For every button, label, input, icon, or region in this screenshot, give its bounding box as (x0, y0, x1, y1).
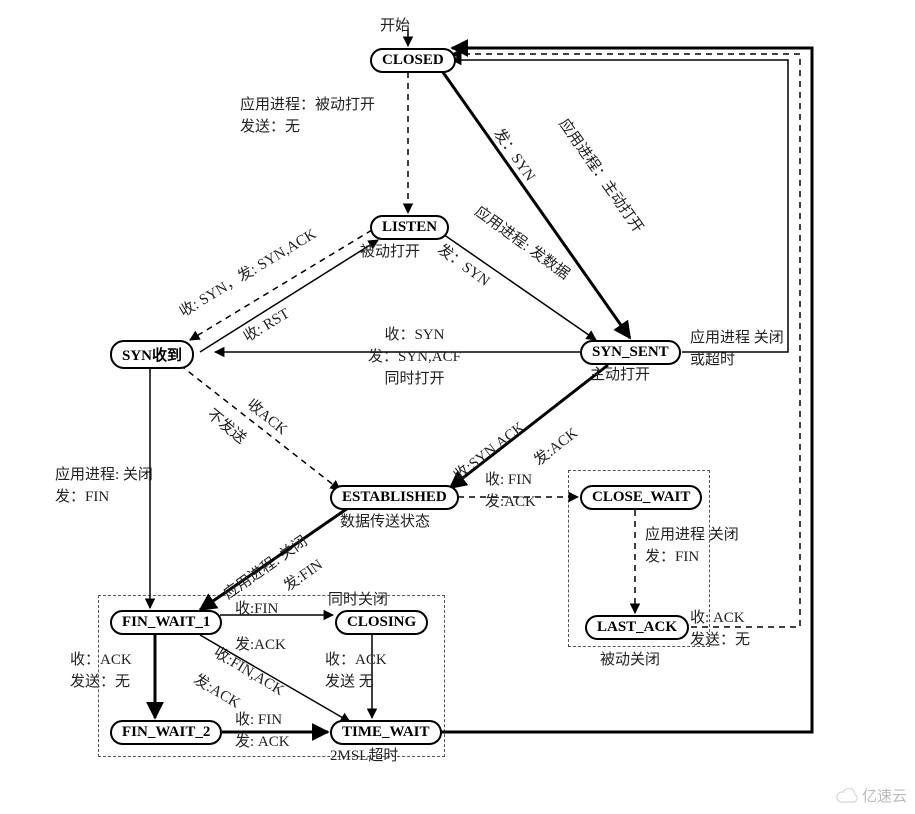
node-caption: 主动打开 (590, 365, 650, 387)
node-fin-wait-2: FIN_WAIT_2 (110, 720, 222, 745)
node-time-wait: TIME_WAIT (330, 720, 442, 745)
watermark-text: 亿速云 (862, 785, 907, 806)
node-caption: 数据传送状态 (340, 512, 430, 534)
node-established: ESTABLISHED (330, 485, 459, 510)
node-syn-sent: SYN_SENT (580, 340, 681, 365)
node-caption: 被动打开 (360, 242, 420, 264)
edge-label: 收:FIN (235, 599, 278, 621)
edge-label: 应用进程 关闭或超时 (690, 328, 784, 372)
dashed-box-caption: 被动关闭 (600, 650, 660, 672)
edge-label: 收：ACK发送 无 (325, 650, 387, 694)
node-closing: CLOSING (335, 610, 428, 635)
edge-label: 收：SYN发：SYN,ACF同时打开 (368, 325, 461, 390)
edge-label: 应用进程: 关闭发：FIN (55, 465, 153, 509)
edge-label: 同时关闭 (328, 590, 388, 612)
cloud-icon (836, 788, 858, 804)
edge-label: 收：ACK发送：无 (70, 650, 132, 694)
watermark: 亿速云 (836, 785, 907, 806)
edge-label: 收: ACK发送：无 (690, 608, 750, 652)
node-last-ack: LAST_ACK (585, 615, 689, 640)
edge-label: 收: FIN发: ACK (235, 710, 290, 754)
edge-label: 发:ACK (235, 635, 286, 657)
edge-label: 收: FIN发:ACK (485, 470, 536, 514)
node-close-wait: CLOSE_WAIT (580, 485, 702, 510)
tcp-state-diagram: CLOSED LISTEN SYN收到 SYN_SENT ESTABLISHED… (40, 10, 820, 770)
node-syn-rcvd: SYN收到 (110, 340, 194, 369)
edge-label: 2MSL超时 (330, 746, 398, 768)
edge-label: 应用进程：被动打开发送：无 (240, 95, 375, 139)
edge-label: 应用进程 关闭发：FIN (645, 525, 739, 569)
node-fin-wait-1: FIN_WAIT_1 (110, 610, 222, 635)
node-closed: CLOSED (370, 48, 456, 73)
node-listen: LISTEN (370, 215, 449, 240)
title-label: 开始 (380, 16, 410, 38)
